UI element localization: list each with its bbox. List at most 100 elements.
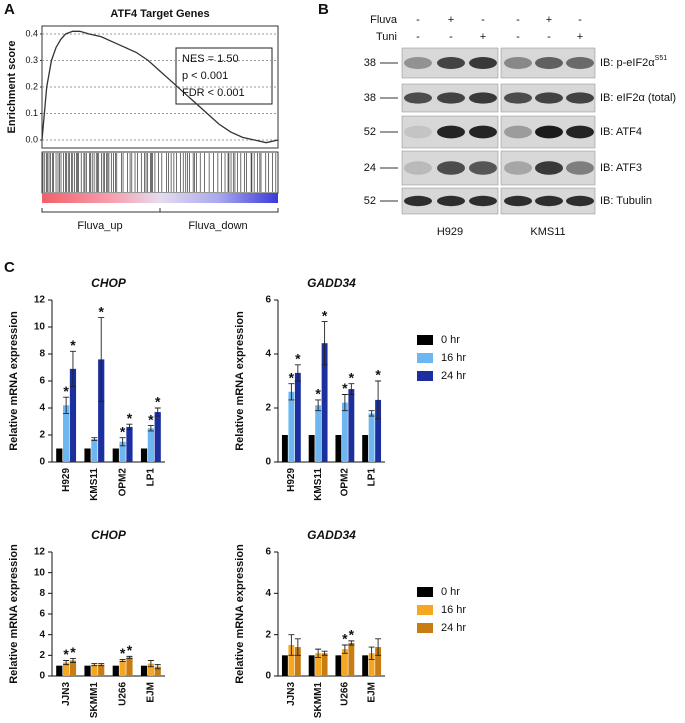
error-bar [91,663,98,667]
significance: * [289,369,295,385]
molecular-weight: 38 [364,57,376,69]
treatment-label: Tuni [376,31,397,43]
y-tick-label: 6 [265,547,271,558]
error-bar [288,383,295,401]
bar [84,665,91,676]
x-tick-label: H929 [286,468,297,492]
error-bar [126,655,133,659]
blot-band [469,125,497,139]
error-bar [341,644,348,654]
bar [335,435,342,462]
bar [91,439,98,462]
bar [63,405,70,462]
x-tick-label: KMS11 [89,468,100,501]
bar [315,405,322,462]
bar [368,413,375,462]
error-bar [375,380,382,420]
y-axis-label: Relative mRNA expression [8,311,20,451]
bar [126,426,133,462]
bar [56,448,63,462]
antibody-name: IB: ATF3 [600,162,642,174]
blot-band [404,92,432,104]
significance: * [342,631,348,647]
y-tick-label: 2 [265,403,271,414]
antibody-label: IB: p-eIF2αS51 [600,55,667,69]
error-bar [119,659,126,662]
antibody-name: IB: eIF2α (total) [600,92,676,104]
bar [56,665,63,676]
bar [308,435,315,462]
annotation: p < 0.001 [182,70,228,82]
significance: * [315,386,321,402]
error-bar [63,660,70,666]
treatment-label: Fluva [370,14,398,26]
bar [321,343,328,462]
treatment-sign: - [416,31,420,43]
legend-label: 24 hr [441,370,466,382]
y-tick-label: 0.4 [25,28,38,38]
error-bar [126,423,133,431]
bar [154,412,161,462]
error-bar [69,657,76,664]
significance: * [295,351,301,367]
y-tick-label: 2 [265,629,271,640]
treatment-sign: - [516,14,520,26]
antibody-name: IB: Tubulin [600,195,652,207]
y-tick-label: 0 [39,671,45,682]
bar [147,428,154,462]
bar [281,435,288,462]
panel-label: C [4,259,15,276]
significance: * [120,423,126,439]
panel-label: B [318,1,329,18]
bar [63,662,70,676]
blot-band [437,161,465,175]
error-bar [119,437,126,447]
bar [154,666,161,676]
y-tick-label: 12 [34,295,46,306]
treatment-sign: - [416,14,420,26]
bar [112,448,119,462]
y-tick-label: 4 [265,588,271,599]
significance: * [148,411,154,427]
error-bar [294,638,301,656]
error-bar [368,410,375,417]
significance: * [63,383,69,399]
y-tick-label: 10 [34,567,46,578]
blot-band [437,195,465,207]
blot-band [504,92,532,104]
bar [362,655,369,676]
y-axis-label: Relative mRNA expression [8,544,20,684]
error-bar [341,394,348,412]
legend-swatch [417,353,433,363]
y-tick-label: 2 [39,650,45,661]
y-axis-label: Relative mRNA expression [234,544,246,684]
blot-band [469,57,497,69]
chart-title: GADD34 [307,276,356,290]
bar [140,448,148,462]
legend-swatch [417,623,433,633]
legend-label: 0 hr [441,586,460,598]
error-bar [321,650,328,656]
chart-title: GADD34 [307,528,356,542]
y-tick-label: 0.0 [25,134,38,144]
significance: * [349,627,355,643]
bar [315,653,322,676]
significance: * [375,367,381,383]
blot-band [404,57,432,69]
legend-swatch [417,335,433,345]
legend-swatch [417,371,433,381]
y-tick-label: 0 [265,671,271,682]
error-bar [368,646,375,660]
bar [126,657,133,676]
blot-band [504,57,532,69]
significance: * [322,307,328,323]
treatment-sign: - [578,14,582,26]
cell-line: H929 [437,226,463,238]
group-label: Fluva_down [188,220,247,232]
x-tick-label: LP1 [366,468,377,487]
blot-band [504,125,532,139]
y-tick-label: 2 [39,430,45,441]
bar [112,665,119,676]
bar [69,660,77,676]
bar [375,647,382,676]
